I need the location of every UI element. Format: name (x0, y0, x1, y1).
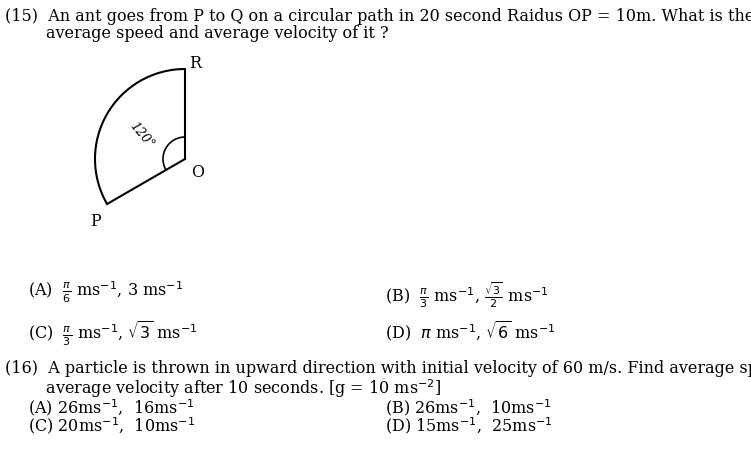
Text: (B)  $\frac{\pi}{3}$ ms$^{-1}$, $\frac{\sqrt{3}}{2}$ ms$^{-1}$: (B) $\frac{\pi}{3}$ ms$^{-1}$, $\frac{\s… (385, 279, 549, 309)
Text: P: P (90, 212, 101, 229)
Text: average velocity after 10 seconds. [g = 10 ms$^{-2}$]: average velocity after 10 seconds. [g = … (5, 376, 442, 399)
Text: O: O (191, 164, 204, 181)
Text: (A) 26ms$^{-1}$,  16ms$^{-1}$: (A) 26ms$^{-1}$, 16ms$^{-1}$ (28, 396, 195, 417)
Text: (A)  $\frac{\pi}{6}$ ms$^{-1}$, 3 ms$^{-1}$: (A) $\frac{\pi}{6}$ ms$^{-1}$, 3 ms$^{-1… (28, 279, 183, 304)
Text: average speed and average velocity of it ?: average speed and average velocity of it… (5, 25, 388, 42)
Text: (15)  An ant goes from P to Q on a circular path in 20 second Raidus OP = 10m. W: (15) An ant goes from P to Q on a circul… (5, 8, 751, 25)
Text: (16)  A particle is thrown in upward direction with initial velocity of 60 m/s. : (16) A particle is thrown in upward dire… (5, 359, 751, 376)
Text: (C)  $\frac{\pi}{3}$ ms$^{-1}$, $\sqrt{3}$ ms$^{-1}$: (C) $\frac{\pi}{3}$ ms$^{-1}$, $\sqrt{3}… (28, 319, 198, 348)
Text: (D) 15ms$^{-1}$,  25ms$^{-1}$: (D) 15ms$^{-1}$, 25ms$^{-1}$ (385, 414, 553, 435)
Text: (B) 26ms$^{-1}$,  10ms$^{-1}$: (B) 26ms$^{-1}$, 10ms$^{-1}$ (385, 396, 552, 417)
Text: 120°: 120° (127, 119, 156, 151)
Text: (D)  $\pi$ ms$^{-1}$, $\sqrt{6}$ ms$^{-1}$: (D) $\pi$ ms$^{-1}$, $\sqrt{6}$ ms$^{-1}… (385, 319, 556, 344)
Text: (C) 20ms$^{-1}$,  10ms$^{-1}$: (C) 20ms$^{-1}$, 10ms$^{-1}$ (28, 414, 195, 435)
Text: R: R (189, 55, 201, 72)
